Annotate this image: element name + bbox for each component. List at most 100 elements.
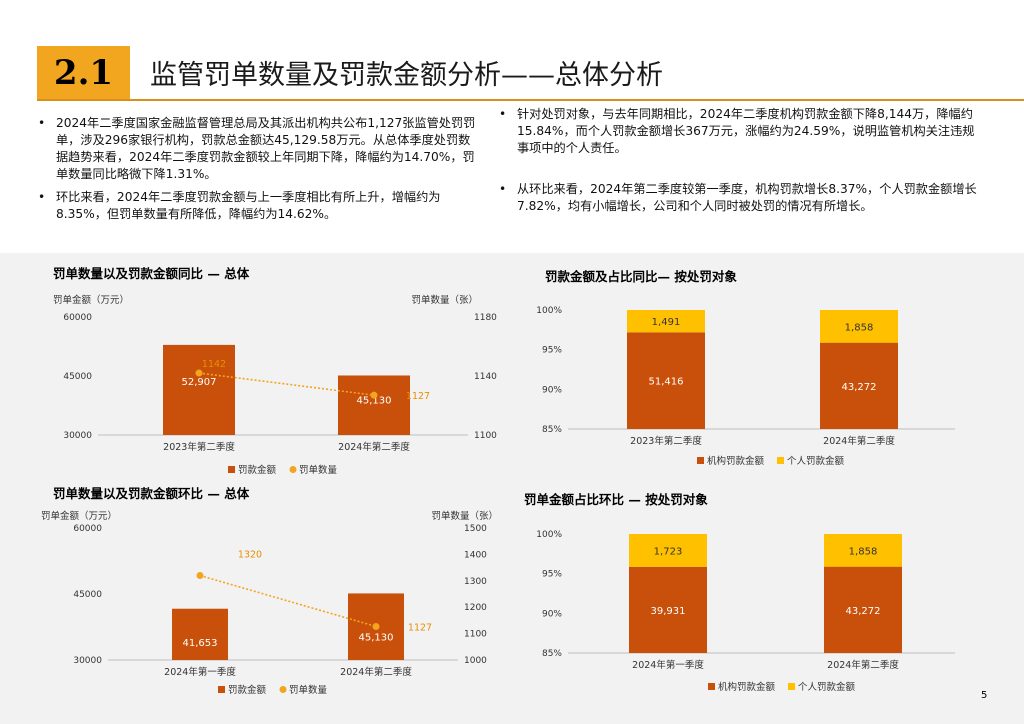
y-axis-label-left: 罚单金额（万元）	[53, 294, 129, 306]
bar-data-label: 43,272	[842, 382, 877, 393]
y-axis-label-right: 罚单数量（张）	[411, 294, 478, 306]
legend-label: 个人罚款金额	[787, 455, 845, 467]
title-divider	[37, 99, 1024, 101]
chart-yoy-total: 罚单金额（万元） 罚单数量（张） 30000 45000 60000 1100 1140 11…	[53, 294, 497, 476]
x-tick-label: 2023年第二季度	[163, 441, 235, 453]
chart-qoq-total: 罚单金额（万元） 罚单数量（张） 30000 45000 60000 1000 1100 12…	[41, 510, 498, 696]
bar-data-label: 45,130	[359, 633, 394, 644]
bar-segment-individual	[820, 310, 898, 343]
bar-data-label: 39,931	[651, 606, 686, 617]
legend-swatch-bar	[218, 686, 225, 693]
x-tick-label: 2023年第二季度	[630, 435, 702, 447]
chart-title-qoq-by-target: 罚单金额占比环比 — 按处罚对象	[524, 492, 708, 507]
y-tick-label-left: 30000	[63, 431, 92, 441]
y-tick-label-left: 60000	[73, 524, 102, 534]
bar-data-label: 1,723	[654, 546, 683, 557]
legend-swatch-bar	[228, 466, 235, 473]
chart-title-yoy-by-target: 罚款金额及占比同比— 按处罚对象	[545, 269, 737, 284]
point-data-label: 1142	[202, 359, 226, 370]
legend-label: 罚款金额	[238, 464, 277, 476]
bar-fine-amount	[163, 344, 235, 435]
bar-fine-amount	[338, 375, 410, 435]
bar-data-label: 1,491	[652, 317, 681, 328]
summary-bullets-right: 针对处罚对象，与去年同期相比，2024年二季度机构罚款金额下降8,144万，降幅…	[497, 106, 985, 221]
y-tick-label: 95%	[542, 570, 562, 580]
bar-data-label: 1,858	[845, 322, 874, 333]
bar-segment-individual	[824, 534, 902, 567]
bar-data-label: 41,653	[183, 638, 218, 649]
legend-swatch-individual	[777, 457, 784, 464]
point-ticket-count	[370, 391, 378, 399]
x-tick-label: 2024年第二季度	[827, 659, 899, 671]
y-tick-label-left: 45000	[73, 590, 102, 600]
point-ticket-count	[372, 622, 380, 630]
y-tick-label-right: 1400	[464, 550, 487, 560]
bar-segment-individual	[627, 310, 705, 333]
bar-segment-institution	[627, 332, 705, 429]
bullet-item: 针对处罚对象，与去年同期相比，2024年二季度机构罚款金额下降8,144万，降幅…	[497, 106, 985, 157]
point-data-label: 1127	[406, 391, 430, 402]
x-tick-label: 2024年第二季度	[340, 666, 412, 678]
page-title: 监管罚单数量及罚款金额分析——总体分析	[150, 60, 663, 91]
x-tick-label: 2024年第二季度	[823, 435, 895, 447]
y-tick-label-left: 30000	[73, 656, 102, 666]
chart-title-yoy-total: 罚单数量以及罚款金额同比 — 总体	[53, 266, 250, 281]
legend-label: 罚单数量	[299, 464, 338, 476]
y-tick-label-left: 60000	[63, 313, 92, 323]
page-number: 5	[981, 690, 988, 701]
y-tick-label-right: 1180	[474, 313, 497, 323]
y-tick-label-left: 45000	[63, 372, 92, 382]
legend-swatch-institution	[708, 683, 715, 690]
legend-label: 个人罚款金额	[798, 681, 856, 693]
y-tick-label: 85%	[542, 649, 562, 659]
y-tick-label-right: 1500	[464, 524, 487, 534]
bar-segment-institution	[824, 566, 902, 653]
x-tick-label: 2024年第二季度	[338, 441, 410, 453]
point-ticket-count	[195, 369, 203, 377]
legend-label: 机构罚款金额	[718, 681, 776, 693]
legend-label: 机构罚款金额	[707, 455, 765, 467]
y-tick-label: 100%	[536, 306, 562, 316]
y-tick-label: 90%	[542, 609, 562, 619]
bar-data-label: 51,416	[649, 377, 684, 388]
legend-swatch-institution	[697, 457, 704, 464]
y-tick-label: 95%	[542, 346, 562, 356]
bar-segment-institution	[820, 342, 898, 429]
point-data-label: 1320	[238, 550, 262, 561]
point-data-label: 1127	[408, 622, 432, 633]
y-tick-label: 90%	[542, 385, 562, 395]
y-tick-label-right: 1000	[464, 656, 487, 666]
legend-label: 罚款金额	[228, 684, 267, 696]
chart-title-qoq-total: 罚单数量以及罚款金额环比 — 总体	[53, 486, 250, 501]
y-tick-label-right: 1100	[474, 431, 497, 441]
summary-bullets-left: 2024年二季度国家金融监督管理总局及其派出机构共公布1,127张监管处罚罚单，…	[36, 115, 481, 229]
y-tick-label-right: 1100	[464, 630, 487, 640]
y-tick-label: 85%	[542, 425, 562, 435]
section-number-badge: 2.1	[37, 46, 130, 100]
bar-data-label: 45,130	[357, 395, 392, 406]
line-ticket-count	[199, 574, 377, 628]
x-tick-label: 2024年第一季度	[164, 666, 236, 678]
bar-segment-institution	[629, 566, 707, 653]
bullet-item: 环比来看，2024年二季度罚款金额与上一季度相比有所上升，增幅约为8.35%，但…	[36, 189, 481, 223]
y-tick-label-right: 1200	[464, 603, 487, 613]
line-ticket-count	[198, 372, 375, 396]
y-tick-label: 100%	[536, 530, 562, 540]
bar-data-label: 52,907	[182, 377, 217, 388]
y-tick-label-right: 1140	[474, 372, 497, 382]
legend-swatch-individual	[788, 683, 795, 690]
point-ticket-count	[196, 572, 204, 580]
y-axis-label-left: 罚单金额（万元）	[41, 510, 117, 522]
legend-label: 罚单数量	[289, 684, 328, 696]
legend-swatch-dot	[289, 466, 297, 473]
legend-swatch-dot	[279, 686, 287, 693]
bullet-item: 2024年二季度国家金融监督管理总局及其派出机构共公布1,127张监管处罚罚单，…	[36, 115, 481, 183]
y-axis-label-right: 罚单数量（张）	[431, 510, 498, 522]
bullet-item: 从环比来看，2024年第二季度较第一季度，机构罚款增长8.37%，个人罚款金额增…	[497, 181, 985, 215]
bar-data-label: 1,858	[849, 546, 878, 557]
bar-fine-amount	[172, 608, 228, 660]
bar-segment-individual	[629, 534, 707, 567]
y-tick-label-right: 1300	[464, 577, 487, 587]
